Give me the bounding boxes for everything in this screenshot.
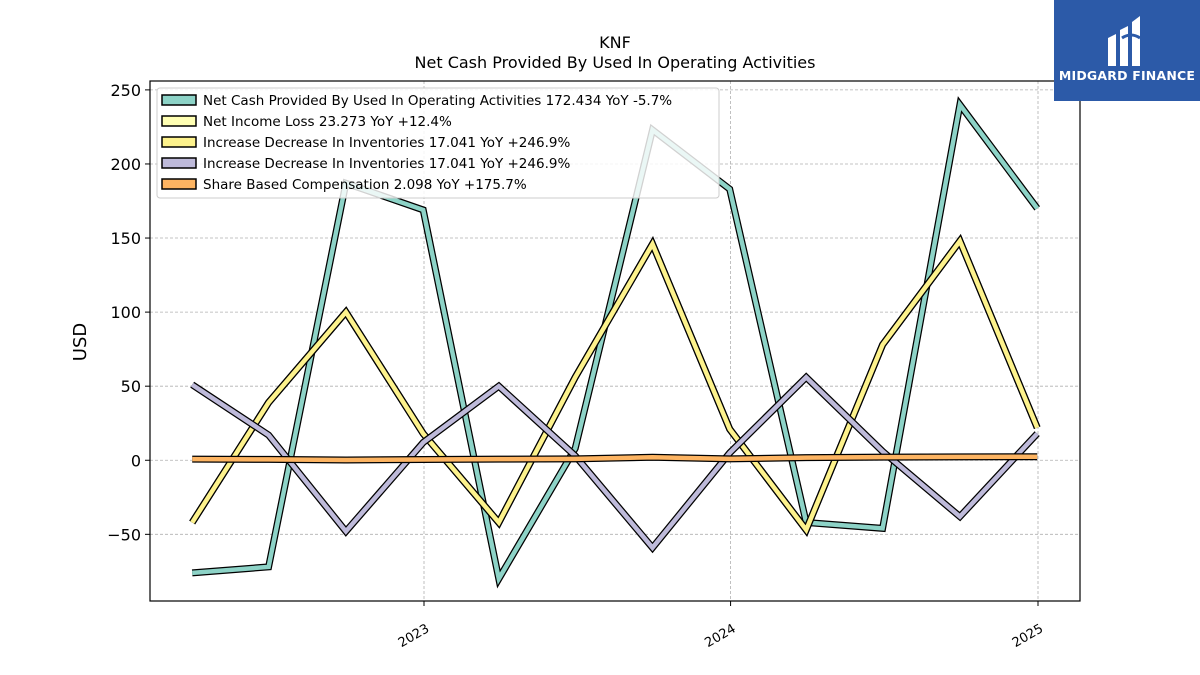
y-tick-label: 0 <box>131 451 141 470</box>
x-tick-label: 2025 <box>1010 621 1046 651</box>
legend-label: Increase Decrease In Inventories 17.041 … <box>203 156 570 172</box>
brand-mark-icon <box>1108 16 1141 66</box>
brand-name: MIDGARD FINANCE <box>1058 68 1196 83</box>
legend-label: Share Based Compensation 2.098 YoY +175.… <box>203 177 527 193</box>
legend-swatch <box>161 157 197 169</box>
plot-frame <box>149 80 1081 602</box>
legend-swatch <box>161 136 197 148</box>
legend-label: Net Cash Provided By Used In Operating A… <box>203 93 672 109</box>
legend-label: Net Income Loss 23.273 YoY +12.4% <box>203 114 452 130</box>
chart-title: KNF <box>599 33 631 52</box>
legend-box <box>156 87 720 199</box>
x-tick-label: 2024 <box>702 621 738 651</box>
series-line <box>190 236 1040 535</box>
series-line <box>192 454 1038 463</box>
legend: Net Cash Provided By Used In Operating A… <box>156 87 720 199</box>
series-line <box>190 374 1039 552</box>
y-tick-label: 100 <box>110 303 141 322</box>
y-axis-label: USD <box>70 323 91 361</box>
series-layer <box>189 96 1041 589</box>
legend-swatch <box>161 94 197 106</box>
chart-subtitle: Net Cash Provided By Used In Operating A… <box>415 53 816 72</box>
legend-label: Increase Decrease In Inventories 17.041 … <box>203 135 570 151</box>
legend-swatch <box>161 115 197 127</box>
legend-swatch <box>161 178 197 190</box>
y-tick-label: 200 <box>110 155 141 174</box>
y-tick-label: 50 <box>121 377 141 396</box>
y-tick-label: −50 <box>107 525 141 544</box>
x-tick-label: 2023 <box>396 621 432 651</box>
y-tick-label: 250 <box>110 81 141 100</box>
y-tick-label: 150 <box>110 229 141 248</box>
brand-logo: MIDGARD FINANCE <box>1054 0 1200 101</box>
